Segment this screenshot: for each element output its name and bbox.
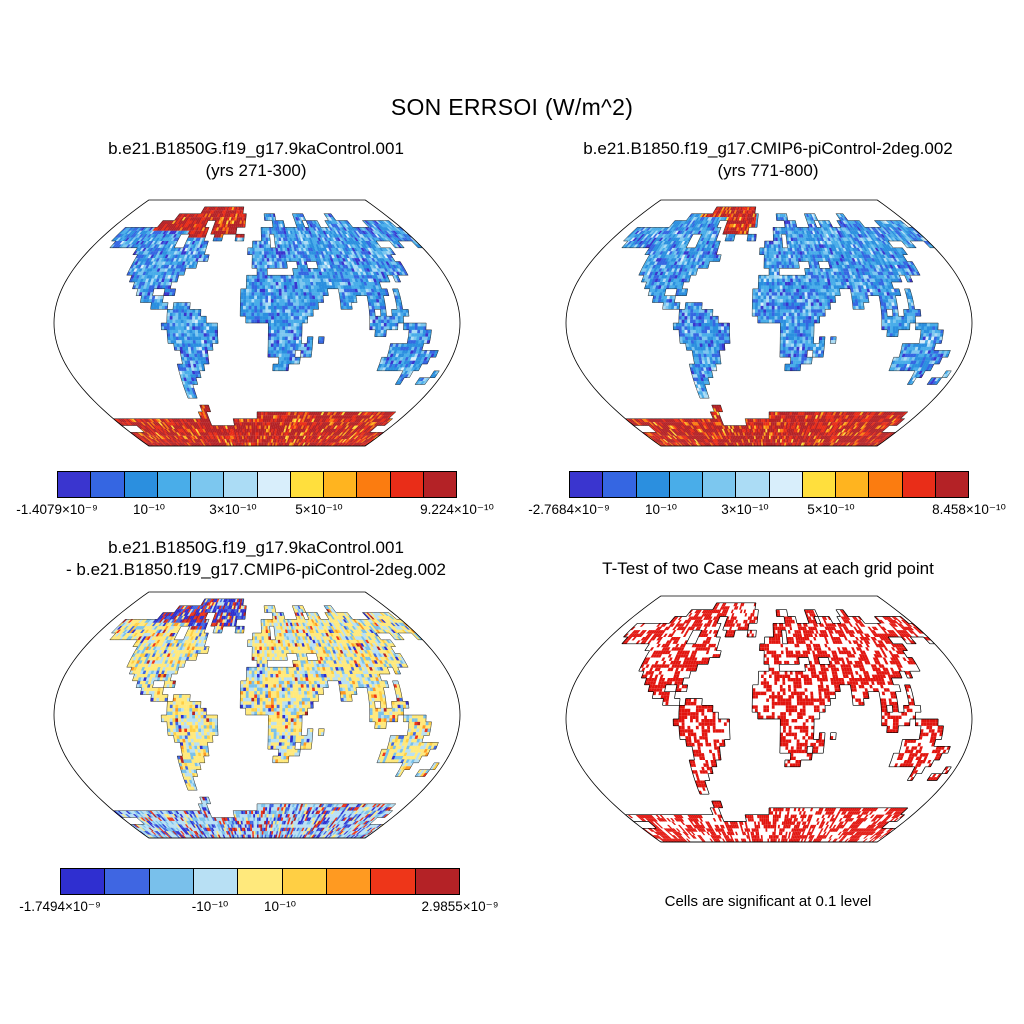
colorbar-difference-ticks: -1.7494×10⁻⁹ -10⁻¹⁰ 10⁻¹⁰ 2.9855×10⁻⁹ <box>19 895 498 917</box>
panel3-title-line2: - b.e21.B1850.f19_g17.CMIP6-piControl-2d… <box>66 560 446 579</box>
colorbar-difference-boxes <box>60 868 460 895</box>
colorbar-box <box>91 472 125 497</box>
map-difference <box>52 590 462 840</box>
colorbar-box <box>324 472 358 497</box>
colorbar-difference: -1.7494×10⁻⁹ -10⁻¹⁰ 10⁻¹⁰ 2.9855×10⁻⁹ <box>19 868 499 917</box>
panel4-title: T-Test of two Case means at each grid po… <box>602 559 934 578</box>
colorbar-tick-label: 10⁻¹⁰ <box>644 502 678 517</box>
colorbar-tick-label: 10⁻¹⁰ <box>263 899 297 914</box>
colorbar-tick-label: 8.458×10⁻¹⁰ <box>932 502 1006 517</box>
map-ttest <box>564 594 974 844</box>
colorbar-box <box>636 472 670 497</box>
colorbar-case2-ticks: -2.7684×10⁻⁹ 10⁻¹⁰ 3×10⁻¹⁰ 5×10⁻¹⁰ 8.458×10⁻… <box>528 498 1006 520</box>
colorbar-box <box>669 472 703 497</box>
colorbar-box <box>415 869 459 894</box>
colorbar-box <box>902 472 936 497</box>
colorbar-box <box>191 472 225 497</box>
colorbar-box <box>802 472 836 497</box>
colorbar-tick-label: 5×10⁻¹⁰ <box>807 502 855 517</box>
colorbar-case1-ticks: -1.4079×10⁻⁹ 10⁻¹⁰ 3×10⁻¹⁰ 5×10⁻¹⁰ 9.224×10⁻… <box>16 498 494 520</box>
colorbar-box <box>935 472 968 497</box>
panel1-title-line2: (yrs 271-300) <box>205 161 307 180</box>
panel2-title: b.e21.B1850.f19_g17.CMIP6-piControl-2deg… <box>512 138 1024 182</box>
colorbar-tick-label: 3×10⁻¹⁰ <box>209 502 257 517</box>
colorbar-box <box>423 472 456 497</box>
colorbar-box <box>371 869 416 894</box>
colorbar-box <box>149 869 194 894</box>
panel2-title-line2: (yrs 771-800) <box>717 161 819 180</box>
map-case2 <box>564 198 974 448</box>
colorbar-box <box>257 472 291 497</box>
colorbar-box <box>357 472 391 497</box>
colorbar-box <box>282 869 327 894</box>
colorbar-tick-label: -10⁻¹⁰ <box>191 899 229 914</box>
colorbar-box <box>157 472 191 497</box>
colorbar-box <box>603 472 637 497</box>
colorbar-box <box>105 869 150 894</box>
colorbar-case1-boxes <box>57 471 457 498</box>
panel2-title-line1: b.e21.B1850.f19_g17.CMIP6-piControl-2deg… <box>583 139 953 158</box>
colorbar-tick-label: -2.7684×10⁻⁹ <box>528 502 610 517</box>
figure-title: SON ERRSOI (W/m^2) <box>390 94 634 120</box>
colorbar-box <box>703 472 737 497</box>
colorbar-tick-label: 2.9855×10⁻⁹ <box>421 899 499 914</box>
colorbar-box <box>58 472 92 497</box>
panel3-title: b.e21.B1850G.f19_g17.9kaControl.001 - b.… <box>0 537 512 581</box>
colorbar-box <box>326 869 372 894</box>
colorbar-box <box>124 472 158 497</box>
panel1-title-line1: b.e21.B1850G.f19_g17.9kaControl.001 <box>108 139 404 158</box>
colorbar-box <box>224 472 258 497</box>
colorbar-box <box>769 472 803 497</box>
map-case1 <box>52 198 462 448</box>
colorbar-box <box>836 472 870 497</box>
colorbar-tick-label: 9.224×10⁻¹⁰ <box>420 502 494 517</box>
colorbar-tick-label: -1.4079×10⁻⁹ <box>16 502 98 517</box>
colorbar-tick-label: 10⁻¹⁰ <box>132 502 166 517</box>
panel3-title-line1: b.e21.B1850G.f19_g17.9kaControl.001 <box>108 538 404 557</box>
panel1-title: b.e21.B1850G.f19_g17.9kaControl.001 (yrs… <box>0 138 512 182</box>
colorbar-box <box>869 472 903 497</box>
colorbar-tick-label: 3×10⁻¹⁰ <box>721 502 769 517</box>
colorbar-box <box>238 869 283 894</box>
colorbar-box <box>736 472 770 497</box>
colorbar-box <box>290 472 324 497</box>
colorbar-box <box>390 472 424 497</box>
colorbar-tick-label: -1.7494×10⁻⁹ <box>19 899 101 914</box>
colorbar-case1: -1.4079×10⁻⁹ 10⁻¹⁰ 3×10⁻¹⁰ 5×10⁻¹⁰ 9.224×10⁻… <box>16 471 494 520</box>
colorbar-case2: -2.7684×10⁻⁹ 10⁻¹⁰ 3×10⁻¹⁰ 5×10⁻¹⁰ 8.458×10⁻… <box>528 471 1006 520</box>
colorbar-box <box>61 869 106 894</box>
colorbar-box <box>193 869 239 894</box>
colorbar-tick-label: 5×10⁻¹⁰ <box>295 502 343 517</box>
colorbar-box <box>570 472 604 497</box>
colorbar-case2-boxes <box>569 471 969 498</box>
significance-caption: Cells are significant at 0.1 level <box>664 893 872 910</box>
